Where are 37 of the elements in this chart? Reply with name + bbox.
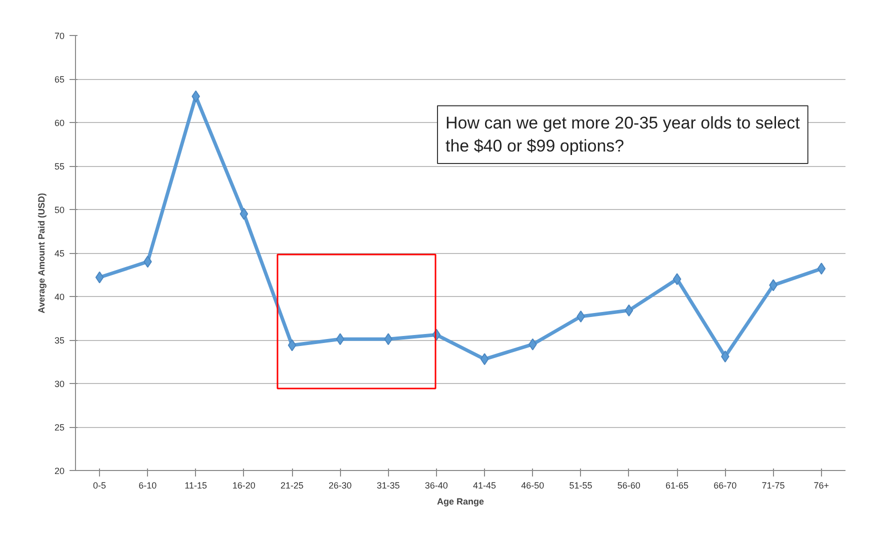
x-axis-title: Age Range: [436, 496, 484, 506]
x-tick-label: 66-70: [714, 480, 737, 490]
x-tick-label: 0-5: [93, 480, 106, 490]
x-tick-label: 11-15: [184, 480, 207, 490]
x-tick-label: 71-75: [762, 480, 785, 490]
y-tick-label: 30: [54, 379, 65, 389]
x-tick-label: 31-35: [376, 480, 400, 490]
point: [240, 208, 248, 220]
y-axis-title: Average Amount Paid (USD): [36, 192, 46, 314]
y-tick-label: 20: [54, 466, 65, 476]
x-tick-label: 16-20: [232, 480, 256, 490]
y-tick-label: 55: [54, 162, 65, 172]
y-tick-label: 70: [54, 31, 65, 41]
x-tick-label: 51-55: [569, 480, 592, 490]
point: [817, 262, 826, 275]
point: [480, 353, 489, 366]
x-tick-label: 6-10: [138, 480, 157, 490]
x-tick-label: 21-25: [280, 480, 304, 490]
x-tick-label: 41-45: [473, 480, 496, 490]
y-tick-label: 65: [54, 74, 65, 84]
x-tick-label: 46-50: [521, 480, 544, 490]
annotation: How can we get more 20-35 year olds to select the $40 or $99 options?: [446, 114, 800, 156]
x-tick-label: 76+: [814, 480, 830, 490]
x-tick-label: 56-60: [617, 480, 640, 490]
y-tick-label: 40: [54, 292, 65, 302]
x-tick-label: 61-65: [666, 480, 689, 490]
x-tick-label: 26-30: [328, 480, 352, 490]
x-tick-label: 36-40: [424, 480, 448, 490]
point: [95, 271, 104, 284]
y-tick-label: 45: [54, 248, 65, 258]
y-tick-label: 50: [54, 205, 65, 215]
y-tick-label: 25: [54, 422, 65, 432]
y-tick-label: 35: [54, 336, 65, 346]
point: [672, 273, 682, 286]
point: [288, 339, 296, 352]
point: [624, 304, 634, 316]
y-tick-label: 60: [54, 118, 65, 128]
